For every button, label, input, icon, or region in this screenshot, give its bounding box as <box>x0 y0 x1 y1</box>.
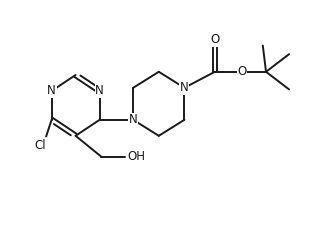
Text: OH: OH <box>127 150 145 163</box>
Text: N: N <box>47 84 56 98</box>
Text: O: O <box>210 33 219 46</box>
Text: N: N <box>95 84 104 98</box>
Text: N: N <box>180 81 189 94</box>
Text: N: N <box>129 113 138 126</box>
Text: Cl: Cl <box>35 139 46 152</box>
Text: O: O <box>237 65 247 78</box>
